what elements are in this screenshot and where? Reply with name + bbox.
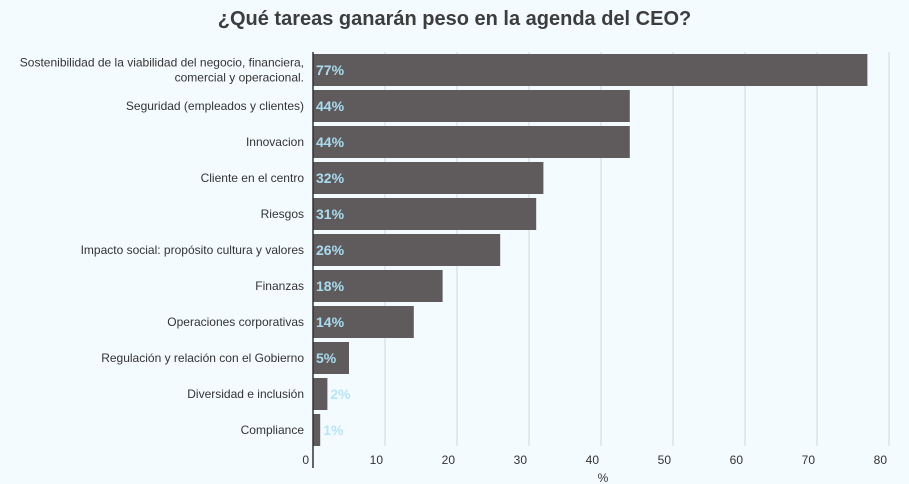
- data-label: 1%: [323, 422, 344, 438]
- category-label: Innovacion: [246, 135, 304, 149]
- category-label: Compliance: [241, 423, 305, 437]
- bar: [313, 306, 414, 338]
- x-tick-label: 10: [370, 453, 384, 467]
- data-label: 77%: [316, 62, 345, 78]
- data-label: 32%: [316, 170, 345, 186]
- category-label: Operaciones corporativas: [167, 315, 304, 329]
- x-axis-label: %: [598, 471, 609, 484]
- x-tick-label: 80: [874, 453, 888, 467]
- bar: [313, 270, 443, 302]
- category-label: Impacto social: propósito cultura y valo…: [81, 243, 304, 257]
- data-label: 5%: [316, 350, 337, 366]
- bar: [313, 198, 537, 230]
- data-label: 44%: [316, 134, 345, 150]
- bar: [313, 378, 328, 410]
- chart-title: ¿Qué tareas ganarán peso en la agenda de…: [217, 8, 692, 30]
- data-label: 14%: [316, 314, 345, 330]
- category-label: Diversidad e inclusión: [187, 387, 304, 401]
- bar: [313, 126, 630, 158]
- category-label: Finanzas: [255, 279, 304, 293]
- x-tick-label: 20: [442, 453, 456, 467]
- bar: [313, 162, 544, 194]
- bar: [313, 234, 501, 266]
- bar: [313, 342, 349, 374]
- bar: [313, 90, 630, 122]
- bar: [313, 54, 868, 86]
- data-label: 26%: [316, 242, 345, 258]
- category-label: Cliente en el centro: [201, 171, 305, 185]
- x-tick-label: 0: [302, 453, 309, 467]
- category-label: Regulación y relación con el Gobierno: [101, 351, 304, 365]
- category-label: Riesgos: [261, 207, 304, 221]
- data-label: 18%: [316, 278, 345, 294]
- category-label: comercial y operacional.: [175, 71, 304, 85]
- x-tick-label: 50: [658, 453, 672, 467]
- x-tick-label: 70: [802, 453, 816, 467]
- data-label: 2%: [330, 386, 351, 402]
- category-label: Sostenibilidad de la viabilidad del nego…: [20, 56, 304, 70]
- x-tick-label: 40: [586, 453, 600, 467]
- category-label: Seguridad (empleados y clientes): [126, 99, 304, 113]
- data-label: 44%: [316, 98, 345, 114]
- data-label: 31%: [316, 206, 345, 222]
- x-tick-label: 30: [514, 453, 528, 467]
- bar: [313, 414, 321, 446]
- x-tick-label: 60: [730, 453, 744, 467]
